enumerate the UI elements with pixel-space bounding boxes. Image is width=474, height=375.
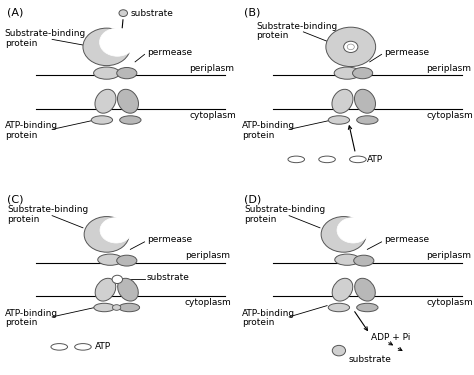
Text: substrate: substrate [147, 273, 190, 282]
Circle shape [119, 10, 128, 16]
Ellipse shape [349, 156, 366, 163]
Ellipse shape [356, 116, 378, 124]
Circle shape [83, 28, 130, 66]
Ellipse shape [353, 68, 373, 79]
Ellipse shape [94, 67, 119, 79]
Ellipse shape [117, 68, 137, 79]
Text: permease: permease [147, 48, 192, 57]
Ellipse shape [112, 304, 121, 310]
Text: permease: permease [384, 236, 429, 244]
Text: periplasm: periplasm [427, 64, 472, 73]
Ellipse shape [319, 156, 336, 163]
Text: protein: protein [5, 130, 37, 140]
Circle shape [100, 217, 132, 243]
Text: Substrate-binding: Substrate-binding [7, 206, 88, 214]
Text: protein: protein [244, 215, 276, 224]
Ellipse shape [335, 254, 360, 266]
Ellipse shape [91, 116, 113, 124]
Circle shape [100, 28, 135, 56]
Ellipse shape [332, 89, 353, 113]
Circle shape [326, 27, 375, 67]
Text: cytoplasm: cytoplasm [190, 111, 237, 120]
Text: (C): (C) [7, 195, 24, 205]
Text: (B): (B) [244, 8, 261, 18]
Circle shape [112, 275, 122, 284]
Text: substrate: substrate [130, 9, 173, 18]
Circle shape [337, 217, 369, 243]
Text: ADP + Pi: ADP + Pi [371, 333, 410, 342]
Ellipse shape [354, 255, 374, 266]
Text: protein: protein [242, 318, 274, 327]
Ellipse shape [98, 254, 123, 266]
Text: cytoplasm: cytoplasm [185, 298, 232, 307]
Ellipse shape [288, 156, 304, 163]
Ellipse shape [75, 344, 91, 350]
Text: Substrate-binding: Substrate-binding [5, 29, 86, 38]
Ellipse shape [95, 89, 116, 113]
Text: protein: protein [5, 318, 37, 327]
Text: (A): (A) [7, 8, 24, 18]
Ellipse shape [355, 89, 375, 113]
Ellipse shape [118, 278, 138, 301]
Ellipse shape [328, 303, 350, 312]
Ellipse shape [117, 255, 137, 266]
Text: Substrate-binding: Substrate-binding [244, 206, 325, 214]
Ellipse shape [356, 303, 378, 312]
Text: permease: permease [384, 48, 429, 57]
Text: periplasm: periplasm [185, 251, 230, 260]
Text: cytoplasm: cytoplasm [427, 298, 474, 307]
Text: (D): (D) [244, 195, 261, 205]
Circle shape [332, 345, 346, 356]
Text: ATP-binding: ATP-binding [5, 121, 58, 130]
Text: ATP-binding: ATP-binding [242, 121, 295, 130]
Ellipse shape [355, 278, 375, 301]
Ellipse shape [118, 89, 138, 113]
Text: protein: protein [7, 215, 39, 224]
Text: protein: protein [256, 31, 288, 40]
Text: periplasm: periplasm [190, 64, 235, 73]
Text: permease: permease [147, 236, 192, 244]
Ellipse shape [328, 116, 350, 124]
Text: ATP-binding: ATP-binding [5, 309, 58, 318]
Circle shape [347, 44, 354, 50]
Circle shape [344, 41, 358, 53]
Text: protein: protein [242, 130, 274, 140]
Ellipse shape [95, 278, 116, 301]
Text: ATP: ATP [95, 342, 111, 351]
Circle shape [321, 217, 366, 252]
Ellipse shape [118, 303, 140, 312]
Ellipse shape [94, 303, 115, 312]
Ellipse shape [51, 344, 68, 350]
Text: Substrate-binding: Substrate-binding [256, 22, 337, 31]
Text: cytoplasm: cytoplasm [427, 111, 474, 120]
Ellipse shape [119, 116, 141, 124]
Text: ATP-binding: ATP-binding [242, 309, 295, 318]
Circle shape [84, 217, 129, 252]
Text: ATP: ATP [367, 155, 383, 164]
Text: substrate: substrate [348, 356, 391, 364]
Ellipse shape [334, 67, 360, 79]
Ellipse shape [332, 278, 353, 301]
Text: periplasm: periplasm [427, 251, 472, 260]
Text: protein: protein [5, 39, 37, 48]
